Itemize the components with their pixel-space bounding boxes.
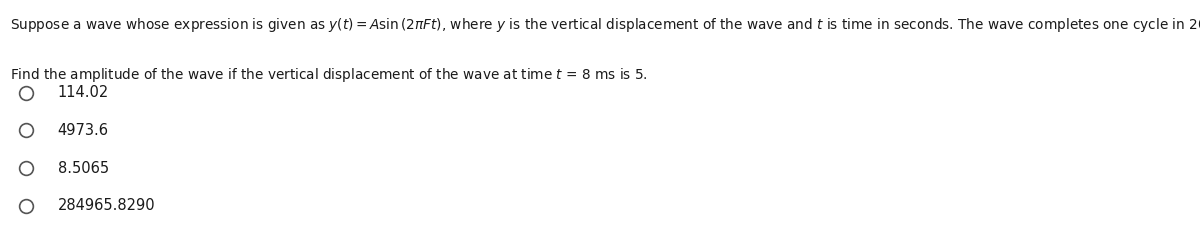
Text: 4973.6: 4973.6 bbox=[58, 123, 108, 138]
Text: 114.02: 114.02 bbox=[58, 85, 109, 100]
Text: Find the amplitude of the wave if the vertical displacement of the wave at time : Find the amplitude of the wave if the ve… bbox=[10, 66, 648, 84]
Text: 8.5065: 8.5065 bbox=[58, 161, 109, 176]
Text: Suppose a wave whose expression is given as $y(t) = A\sin\left(2\pi Ft\right)$, : Suppose a wave whose expression is given… bbox=[10, 16, 1200, 35]
Text: 284965.8290: 284965.8290 bbox=[58, 198, 155, 213]
